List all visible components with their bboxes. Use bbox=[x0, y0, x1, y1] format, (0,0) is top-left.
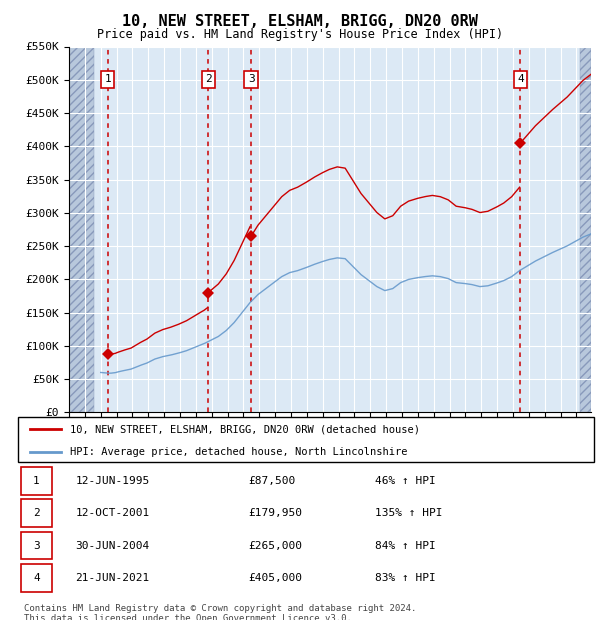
FancyBboxPatch shape bbox=[21, 500, 52, 527]
Text: 12-JUN-1995: 12-JUN-1995 bbox=[76, 476, 150, 486]
Text: 12-OCT-2001: 12-OCT-2001 bbox=[76, 508, 150, 518]
Text: 4: 4 bbox=[33, 573, 40, 583]
Text: 10, NEW STREET, ELSHAM, BRIGG, DN20 0RW: 10, NEW STREET, ELSHAM, BRIGG, DN20 0RW bbox=[122, 14, 478, 29]
FancyBboxPatch shape bbox=[18, 417, 594, 462]
Bar bbox=[69, 46, 94, 412]
Text: 30-JUN-2004: 30-JUN-2004 bbox=[76, 541, 150, 551]
Text: 3: 3 bbox=[248, 74, 254, 84]
Text: 83% ↑ HPI: 83% ↑ HPI bbox=[375, 573, 436, 583]
Text: 84% ↑ HPI: 84% ↑ HPI bbox=[375, 541, 436, 551]
FancyBboxPatch shape bbox=[21, 532, 52, 559]
Bar bbox=[69, 46, 94, 412]
Text: 2: 2 bbox=[205, 74, 212, 84]
Text: 21-JUN-2021: 21-JUN-2021 bbox=[76, 573, 150, 583]
Text: £265,000: £265,000 bbox=[248, 541, 302, 551]
Text: 3: 3 bbox=[33, 541, 40, 551]
Bar bbox=[580, 46, 591, 412]
Text: £179,950: £179,950 bbox=[248, 508, 302, 518]
Bar bbox=[580, 46, 591, 412]
Text: Price paid vs. HM Land Registry's House Price Index (HPI): Price paid vs. HM Land Registry's House … bbox=[97, 28, 503, 41]
FancyBboxPatch shape bbox=[21, 564, 52, 591]
Text: 1: 1 bbox=[104, 74, 111, 84]
Text: £87,500: £87,500 bbox=[248, 476, 296, 486]
Text: 1: 1 bbox=[33, 476, 40, 486]
Text: HPI: Average price, detached house, North Lincolnshire: HPI: Average price, detached house, Nort… bbox=[70, 447, 407, 457]
Text: Contains HM Land Registry data © Crown copyright and database right 2024.
This d: Contains HM Land Registry data © Crown c… bbox=[24, 604, 416, 620]
Text: 2: 2 bbox=[33, 508, 40, 518]
Text: 4: 4 bbox=[517, 74, 524, 84]
Text: 46% ↑ HPI: 46% ↑ HPI bbox=[375, 476, 436, 486]
FancyBboxPatch shape bbox=[21, 467, 52, 495]
Text: 10, NEW STREET, ELSHAM, BRIGG, DN20 0RW (detached house): 10, NEW STREET, ELSHAM, BRIGG, DN20 0RW … bbox=[70, 424, 420, 435]
Text: £405,000: £405,000 bbox=[248, 573, 302, 583]
Text: 135% ↑ HPI: 135% ↑ HPI bbox=[375, 508, 443, 518]
